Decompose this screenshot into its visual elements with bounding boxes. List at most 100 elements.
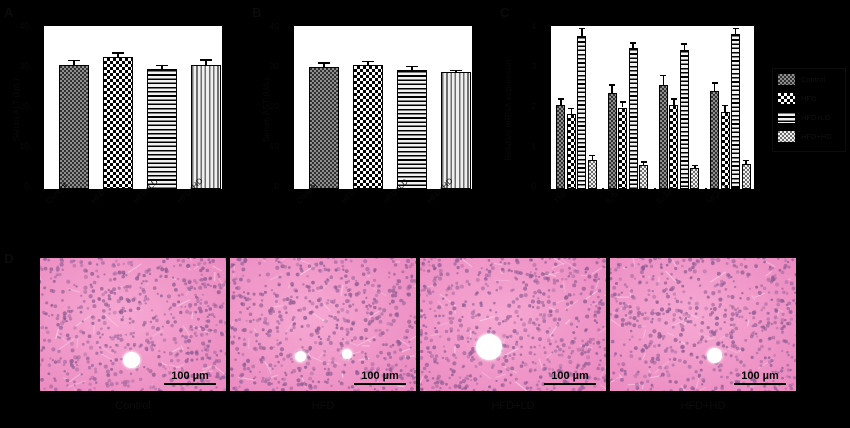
error-bar	[161, 64, 163, 69]
central-vein	[295, 351, 307, 363]
legend-item-2[interactable]: HFD+LD	[777, 111, 830, 124]
bar	[566, 113, 576, 189]
bar	[741, 163, 751, 189]
panel-b-ytickmark-4	[282, 25, 288, 27]
histology-texture	[230, 258, 416, 391]
histology-caption: HFD+LD	[491, 400, 535, 412]
error-bar-cap	[406, 65, 418, 68]
error-bar	[662, 74, 665, 86]
panel-a-ytickmark-1	[32, 145, 38, 147]
bar	[628, 48, 638, 189]
error-bar-cap	[670, 98, 677, 100]
panel-b-ytick-3: 30	[269, 61, 279, 71]
scale-bar-line	[164, 383, 216, 385]
bar	[607, 93, 617, 189]
histology-caption: Control	[115, 400, 151, 412]
legend-item-1[interactable]: HFD	[777, 92, 816, 105]
error-bar-cap	[578, 28, 585, 30]
panel-a-y-axis	[38, 25, 40, 190]
panel-c-y-axis-label: Relative mRNA expression	[503, 59, 513, 161]
error-bar	[581, 28, 583, 37]
error-bar	[591, 154, 594, 160]
scale-bar-label: 100 µm	[361, 369, 399, 382]
panel-b-plot	[293, 25, 473, 190]
error-bar	[560, 98, 562, 106]
bar	[720, 111, 730, 189]
bar	[618, 107, 628, 189]
error-bar	[411, 65, 413, 70]
panel-b-xtickmark-2	[383, 190, 385, 195]
panel-b-xtickmark-1	[338, 190, 340, 195]
bar	[639, 164, 649, 189]
panel-a-xtickmark-1	[88, 190, 90, 195]
error-bar	[117, 52, 119, 57]
panel-c-ytickmark-3	[539, 65, 545, 67]
panel-b-ytickmark-1	[282, 145, 288, 147]
panel-a-ytickmark-2	[32, 105, 38, 107]
error-bar-cap	[557, 98, 564, 100]
error-bar	[632, 42, 634, 49]
legend-item-0[interactable]: Control	[777, 73, 825, 86]
error-bar-cap	[450, 70, 462, 72]
panel-a-xtickmark-2	[133, 190, 135, 195]
legend-item-3[interactable]: HFD+HD	[777, 130, 832, 143]
panel-b-ytick-0: 0	[274, 181, 279, 191]
panel-c-ytickmark-2	[539, 105, 545, 107]
bar	[658, 85, 668, 189]
scale-bar: 100 µm	[354, 370, 406, 385]
panel-c-ytickmark-4	[539, 25, 545, 27]
error-bar	[570, 107, 573, 114]
bar	[556, 105, 566, 189]
legend-label-0: Control	[801, 74, 826, 84]
legend-label-1: HFD	[801, 93, 817, 103]
error-bar-cap	[640, 161, 647, 163]
error-bar-cap	[691, 164, 698, 167]
histology-caption: HFD	[311, 400, 335, 412]
panel-b-xtickmark-3	[428, 190, 430, 195]
error-bar	[745, 160, 747, 164]
histology-image: 100 µm	[610, 258, 796, 391]
central-vein	[475, 333, 502, 360]
histology-texture	[40, 258, 226, 391]
panel-c-xtickmark-4	[754, 190, 756, 195]
scale-bar-label: 100 µm	[551, 369, 589, 382]
panel-a-ytick-4: 40	[19, 21, 29, 31]
error-bar-cap	[156, 64, 168, 67]
error-bar-cap	[660, 74, 667, 77]
legend-swatch-lightdots-icon	[777, 130, 796, 143]
panel-letter-d: D	[4, 251, 14, 266]
panel-a-plot	[43, 25, 223, 190]
panel-c-xtickmark-3	[703, 190, 705, 195]
panel-b-xtickmark-0	[293, 190, 295, 195]
error-bar-cap	[722, 104, 729, 107]
panel-c-xlabel-1: IL-6	[603, 189, 620, 206]
error-bar-cap	[711, 82, 718, 84]
panel-c-ytickmark-0	[539, 188, 545, 190]
histology-caption: HFD+HD	[680, 400, 726, 412]
histology-image: 100 µm	[230, 258, 416, 391]
error-bar	[642, 161, 645, 165]
scale-bar: 100 µm	[734, 370, 786, 385]
scale-bar-line	[354, 383, 406, 385]
bar	[587, 159, 597, 189]
error-bar-cap	[318, 62, 330, 64]
central-vein	[706, 348, 722, 364]
error-bar-cap	[609, 84, 616, 86]
panel-c-ytick-2: 2	[531, 101, 536, 111]
panel-b-ytickmark-2	[282, 105, 288, 107]
bar	[147, 68, 177, 189]
panel-a-ytick-0: 0	[24, 181, 29, 191]
scale-bar-line	[734, 383, 786, 385]
scale-bar-line	[544, 383, 596, 385]
error-bar	[724, 104, 726, 112]
error-bar	[683, 43, 686, 51]
bar	[669, 105, 679, 189]
bar	[679, 50, 689, 189]
error-bar	[734, 28, 737, 35]
panel-a-xtickmark-0	[43, 190, 45, 195]
bar	[59, 64, 89, 189]
panel-b-ytick-1: 10	[269, 141, 279, 151]
panel-c-xtickmark-2	[652, 190, 654, 195]
error-bar-cap	[743, 160, 750, 162]
histology-texture	[610, 258, 796, 391]
